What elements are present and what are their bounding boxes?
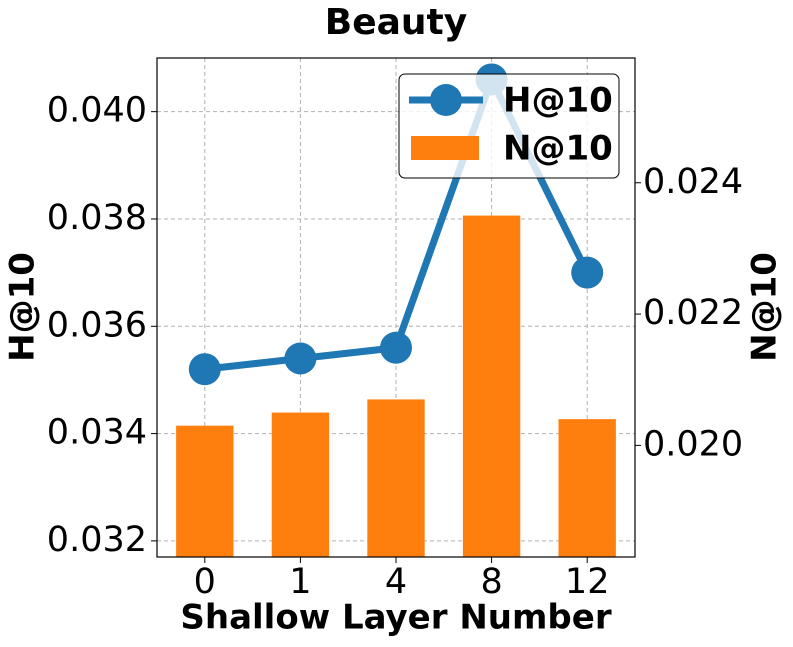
y-axis-label: H@10 bbox=[3, 252, 43, 362]
y2-tick-label: 0.020 bbox=[643, 424, 743, 464]
legend-patch bbox=[411, 136, 479, 160]
legend-marker bbox=[430, 84, 462, 116]
x-tick-label: 8 bbox=[480, 562, 502, 602]
y-tick-label: 0.034 bbox=[47, 413, 147, 453]
y2-axis-label: N@10 bbox=[745, 252, 785, 362]
marker bbox=[380, 331, 412, 364]
bar bbox=[367, 399, 425, 557]
legend: H@10 N@10 bbox=[398, 73, 620, 179]
x-tick-label: 1 bbox=[289, 562, 311, 602]
x-axis-label: Shallow Layer Number bbox=[180, 598, 611, 638]
chart-title: Beauty bbox=[325, 2, 467, 43]
y-tick-label: 0.038 bbox=[47, 198, 147, 238]
legend-label: N@10 bbox=[503, 129, 613, 169]
x-tick-label: 12 bbox=[565, 562, 610, 602]
y2-tick-label: 0.024 bbox=[643, 162, 743, 202]
x-tick-label: 4 bbox=[385, 562, 407, 602]
bar bbox=[558, 419, 616, 557]
marker bbox=[571, 256, 604, 289]
marker bbox=[284, 342, 317, 375]
bar bbox=[462, 215, 521, 557]
y2-tick-label: 0.022 bbox=[643, 293, 743, 333]
bar bbox=[176, 425, 234, 557]
plot-frame bbox=[156, 57, 636, 558]
marker bbox=[188, 353, 221, 386]
legend-label: H@10 bbox=[503, 81, 613, 121]
y-tick-label: 0.036 bbox=[47, 305, 147, 345]
y-tick-label: 0.032 bbox=[47, 520, 147, 560]
bar bbox=[271, 412, 330, 557]
x-tick-label: 0 bbox=[194, 562, 216, 602]
y-tick-label: 0.040 bbox=[47, 91, 147, 131]
